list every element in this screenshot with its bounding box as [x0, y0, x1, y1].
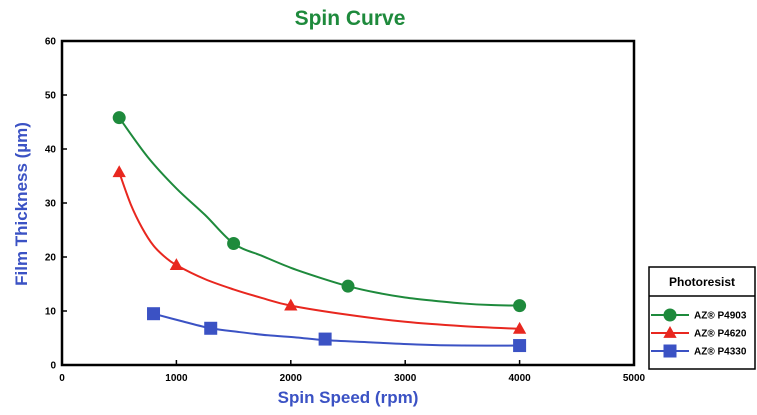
legend-marker-1	[663, 308, 677, 322]
y-tick-label: 50	[45, 91, 57, 102]
x-axis-title: Spin Speed (rpm)	[278, 388, 419, 407]
x-tick-label: 5000	[623, 373, 646, 384]
y-axis: 0 10 20 30 40 50 60	[45, 37, 67, 372]
y-tick-label: 60	[45, 37, 57, 48]
data-point-series-2	[512, 321, 527, 334]
legend-label-2: AZ® P4620	[694, 329, 747, 340]
data-point-series-2	[284, 298, 298, 311]
data-point-series-3	[204, 321, 218, 335]
legend-label-1: AZ® P4903	[694, 311, 747, 322]
y-axis-title: Film Thickness (µm)	[12, 122, 31, 286]
series-line-1	[118, 117, 520, 307]
x-tick-label: 2000	[280, 373, 303, 384]
series-line-2	[118, 171, 520, 330]
data-point-series-2	[169, 258, 184, 270]
data-point-series-1	[112, 111, 126, 125]
y-tick-label: 10	[45, 307, 57, 318]
y-tick-label: 0	[50, 361, 56, 372]
y-tick-label: 30	[45, 199, 57, 210]
x-tick-label: 1000	[165, 373, 188, 384]
x-tick-label: 3000	[394, 373, 417, 384]
y-tick-label: 20	[45, 253, 57, 264]
chart-title: Spin Curve	[295, 7, 406, 30]
data-point-series-1	[513, 299, 527, 313]
series-markers	[112, 111, 527, 353]
series-lines	[118, 117, 520, 347]
series-line-3	[153, 312, 520, 347]
x-axis: 0 1000 2000 3000 4000 5000	[59, 360, 646, 384]
data-point-series-3	[147, 307, 161, 321]
data-point-series-2	[112, 165, 126, 178]
x-tick-label: 0	[59, 373, 65, 384]
legend-title: Photoresist	[669, 275, 735, 289]
legend: Photoresist AZ® P4903 AZ® P4620 AZ® P4330	[648, 266, 756, 370]
data-point-series-1	[341, 279, 355, 293]
legend-items: AZ® P4903 AZ® P4620 AZ® P4330	[651, 308, 747, 358]
legend-label-3: AZ® P4330	[694, 347, 747, 358]
y-tick-label: 40	[45, 145, 57, 156]
data-point-series-1	[227, 237, 241, 250]
legend-marker-3	[663, 344, 677, 358]
data-point-series-3	[513, 339, 527, 353]
data-point-series-3	[318, 332, 332, 346]
x-tick-label: 4000	[508, 373, 531, 384]
legend-marker-2	[663, 326, 677, 338]
